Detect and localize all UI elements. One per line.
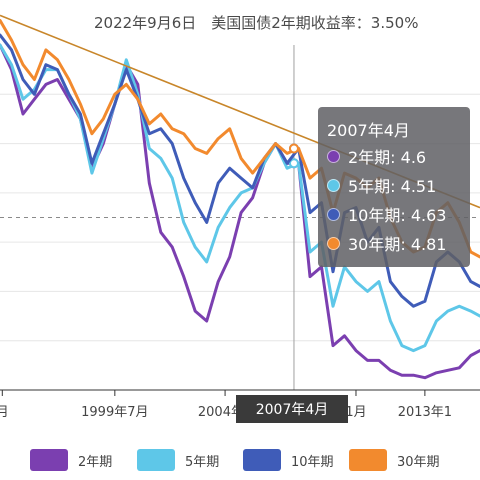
legend-swatch-30年期 bbox=[349, 449, 387, 471]
x-tick-label: 2013年1 bbox=[398, 405, 452, 420]
tooltip-title: 2007年4月 bbox=[327, 121, 410, 140]
tooltip-row-30y: 30年期: 4.81 bbox=[327, 232, 446, 254]
series-line-10年期 bbox=[0, 33, 480, 308]
tooltip-label-10y: 10年期: 4.63 bbox=[348, 206, 447, 225]
tooltip-dot-10y bbox=[327, 207, 340, 221]
legend-swatch-5年期 bbox=[137, 449, 175, 471]
tooltip-dot-2y bbox=[327, 149, 340, 163]
legend-label-30年期: 30年期 bbox=[397, 455, 440, 470]
x-tick-label: 1月 bbox=[345, 405, 366, 420]
series-point-30年期 bbox=[288, 143, 299, 154]
tooltip-label-2y: 2年期: 4.6 bbox=[348, 148, 427, 167]
tooltip-label-5y: 5年期: 4.51 bbox=[348, 177, 437, 196]
tooltip-row-5y: 5年期: 4.51 bbox=[327, 174, 436, 196]
legend-swatch-2年期 bbox=[30, 449, 68, 471]
legend-label-2年期: 2年期 bbox=[78, 455, 112, 470]
series-point-5年期 bbox=[288, 158, 299, 169]
legend-swatch-10年期 bbox=[243, 449, 281, 471]
tooltip-row-2y: 2年期: 4.6 bbox=[327, 145, 426, 167]
legend-label-5年期: 5年期 bbox=[185, 455, 219, 470]
legend-label-10年期: 10年期 bbox=[291, 455, 334, 470]
x-tick-label: 1999年7月 bbox=[81, 405, 148, 420]
header-date-yield-text: 2022年9月6日 美国国债2年期收益率：3.50% bbox=[94, 14, 419, 32]
tooltip-row-10y: 10年期: 4.63 bbox=[327, 203, 446, 225]
tooltip-label-30y: 30年期: 4.81 bbox=[348, 235, 447, 254]
tooltip-dot-5y bbox=[327, 178, 340, 192]
tooltip-dot-30y bbox=[327, 236, 340, 250]
axis-pointer-label: 2007年4月 bbox=[236, 395, 348, 423]
chart-tooltip: 2007年4月 2年期: 4.6 5年期: 4.51 10年期: 4.63 30… bbox=[318, 107, 470, 267]
x-tick-label: 月 bbox=[0, 405, 9, 420]
header-bar: 2022年9月6日 美国国债2年期收益率：3.50% bbox=[0, 0, 480, 46]
